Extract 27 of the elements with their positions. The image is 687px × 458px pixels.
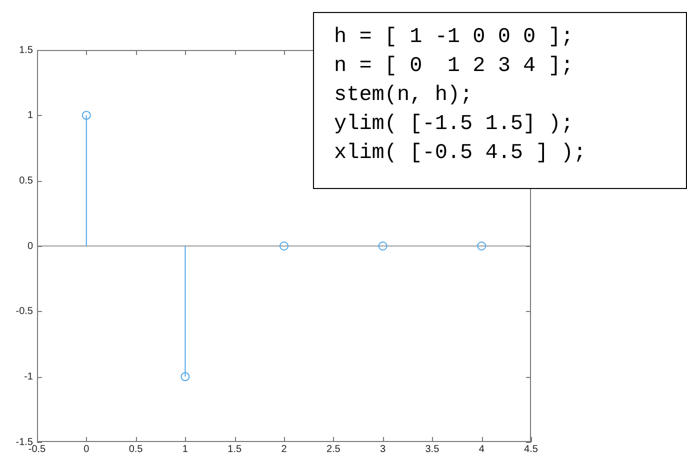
- text: h = [ 1 -1 0 0 0 ];: [334, 26, 574, 49]
- annotation: xlim( [-0.5 4.5 ] );: [334, 141, 588, 167]
- point: [82, 110, 91, 120]
- x-tick-label: 2: [281, 444, 288, 455]
- y-tick-label: 0.5: [19, 175, 34, 186]
- x-tick-label: 4: [478, 444, 485, 455]
- y-tick-label: -1: [24, 371, 34, 382]
- annotation: ylim( [-1.5 1.5] );: [334, 112, 574, 138]
- y-tick-label: 1.5: [19, 44, 34, 56]
- point: [180, 372, 190, 382]
- x-tick-label: 0: [84, 444, 90, 455]
- annotation: stem(n, h);: [334, 83, 474, 109]
- x-tick-label: 4.5: [524, 444, 538, 455]
- annotation: n = [ 0 1 2 3 4 ];: [334, 54, 574, 80]
- point: [280, 242, 288, 250]
- x-tick-label: 0.5: [128, 444, 144, 455]
- x-tick-label: 3: [380, 444, 386, 455]
- y-tick-label: 0: [27, 240, 34, 252]
- y-tick-label: -1.5: [16, 436, 34, 448]
- x-tick-label: 3.5: [425, 444, 440, 455]
- x-tick-label: 2.5: [326, 444, 341, 455]
- y-tick-label: -0.5: [16, 306, 34, 318]
- point: [378, 242, 388, 250]
- x-tick-label: 1: [182, 444, 188, 455]
- point: [477, 242, 486, 250]
- y-tick-label: 1: [27, 110, 34, 122]
- x-tick-label: 1.5: [228, 444, 242, 455]
